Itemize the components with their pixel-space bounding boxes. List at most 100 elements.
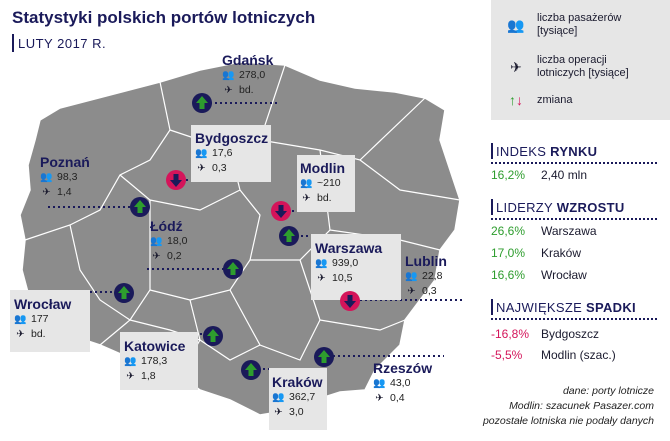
airport-krakow[interactable]: Kraków 👥 362,7 ✈ 3,0 bbox=[272, 374, 323, 420]
passengers-value: 178,3 bbox=[141, 355, 168, 367]
plane-icon: ✈ bbox=[274, 407, 283, 418]
growth-row: 26,6% Warszawa bbox=[491, 224, 597, 238]
operations-value: 1,4 bbox=[57, 186, 72, 198]
plane-icon: ✈ bbox=[375, 393, 384, 404]
page-title: Statystyki polskich portów lotniczych bbox=[12, 8, 316, 27]
operations-value: 0,4 bbox=[390, 392, 405, 404]
legend-passengers: 👥 liczba pasażerów [tysiące] bbox=[501, 12, 621, 38]
operations-value: 3,0 bbox=[289, 406, 304, 418]
operations-value: 1,8 bbox=[141, 370, 156, 382]
airport-gdansk[interactable]: Gdańsk 👥 278,0 ✈ bd. bbox=[222, 52, 273, 98]
airport-name: Rzeszów bbox=[373, 360, 433, 376]
section-divider bbox=[491, 162, 657, 164]
section-accent-bar bbox=[491, 143, 493, 159]
passengers-value: 18,0 bbox=[167, 235, 188, 247]
market-index-heading: INDEKS RYNKU bbox=[496, 144, 598, 159]
passengers-icon: 👥 bbox=[272, 392, 285, 403]
passengers-icon: 👥 bbox=[222, 70, 235, 81]
airport-lodz[interactable]: Łódź 👥 18,0 ✈ 0,2 bbox=[150, 218, 187, 264]
plane-icon: ✈ bbox=[510, 58, 522, 75]
passengers-value: ~210 bbox=[317, 177, 341, 189]
airport-name: Warszawa bbox=[315, 240, 383, 256]
airport-modlin[interactable]: Modlin 👥 ~210 ✈ bd. bbox=[300, 160, 345, 206]
operations-value: bd. bbox=[239, 84, 254, 96]
operations-value: bd. bbox=[31, 328, 46, 340]
airport-katowice[interactable]: Katowice 👥 178,3 ✈ 1,8 bbox=[124, 338, 185, 384]
label-box-modlin bbox=[297, 155, 355, 212]
passengers-icon: 👥 bbox=[405, 271, 418, 282]
growth-row: 17,0% Kraków bbox=[491, 246, 582, 260]
label-box-katowice bbox=[120, 332, 198, 390]
passengers-value: 939,0 bbox=[332, 257, 359, 269]
market-index-row: 16,2% 2,40 mln bbox=[491, 168, 588, 182]
passengers-icon: 👥 bbox=[124, 356, 137, 367]
passengers-value: 362,7 bbox=[289, 391, 316, 403]
legend-change: ↑↓ zmiana bbox=[501, 92, 572, 108]
up-down-arrows-icon: ↑↓ bbox=[509, 92, 523, 108]
legend: 👥 liczba pasażerów [tysiące] ✈ liczba op… bbox=[491, 0, 670, 120]
section-divider bbox=[491, 218, 657, 220]
plane-icon: ✈ bbox=[224, 85, 233, 96]
operations-value: 10,5 bbox=[332, 272, 353, 284]
passengers-value: 22,8 bbox=[422, 270, 443, 282]
operations-value: bd. bbox=[317, 192, 332, 204]
passengers-icon: 👥 bbox=[40, 172, 53, 183]
plane-icon: ✈ bbox=[302, 193, 311, 204]
section-accent-bar bbox=[491, 299, 493, 315]
airport-warszawa[interactable]: Warszawa 👥 939,0 ✈ 10,5 bbox=[315, 240, 382, 286]
drop-row: -5,5% Modlin (szac.) bbox=[491, 348, 616, 362]
source-line: Modlin: szacunek Pasazer.com bbox=[509, 400, 654, 412]
section-divider bbox=[491, 318, 657, 320]
passengers-icon: 👥 bbox=[315, 258, 328, 269]
operations-value: 0,3 bbox=[422, 285, 437, 297]
passengers-icon: 👥 bbox=[373, 378, 386, 389]
airport-name: Łódź bbox=[150, 218, 183, 234]
airport-name: Modlin bbox=[300, 160, 346, 176]
plane-icon: ✈ bbox=[16, 329, 25, 340]
plane-icon: ✈ bbox=[197, 163, 206, 174]
operations-value: 0,2 bbox=[167, 250, 182, 262]
passengers-icon: 👥 bbox=[195, 148, 208, 159]
passengers-icon: 👥 bbox=[300, 178, 313, 189]
plane-icon: ✈ bbox=[407, 286, 416, 297]
airport-wroclaw[interactable]: Wrocław 👥 177 ✈ bd. bbox=[14, 296, 71, 342]
label-box-bydgoszcz bbox=[191, 125, 271, 182]
passengers-value: 278,0 bbox=[239, 69, 266, 81]
largest-drops-heading: NAJWIĘKSZE SPADKI bbox=[496, 300, 636, 315]
growth-row: 16,6% Wrocław bbox=[491, 268, 587, 282]
label-box-warszawa bbox=[311, 234, 401, 300]
passengers-icon: 👥 bbox=[14, 314, 27, 325]
subtitle-accent-bar bbox=[12, 34, 14, 52]
passengers-icon: 👥 bbox=[507, 16, 525, 33]
airport-name: Katowice bbox=[124, 338, 186, 354]
plane-icon: ✈ bbox=[42, 187, 51, 198]
airport-name: Gdańsk bbox=[222, 52, 274, 68]
airport-rzeszow[interactable]: Rzeszów 👥 43,0 ✈ 0,4 bbox=[373, 360, 432, 406]
drop-row: -16,8% Bydgoszcz bbox=[491, 327, 600, 341]
page-subtitle: LUTY 2017 R. bbox=[18, 36, 107, 51]
airport-name: Wrocław bbox=[14, 296, 72, 312]
airport-bydgoszcz[interactable]: Bydgoszcz 👥 17,6 ✈ 0,3 bbox=[195, 130, 268, 176]
label-box-krakow bbox=[269, 368, 327, 430]
source-line: dane: porty lotnicze bbox=[562, 385, 654, 397]
label-box-wroclaw bbox=[10, 290, 90, 352]
growth-leaders-heading: LIDERZY WZROSTU bbox=[496, 200, 625, 215]
passengers-value: 177 bbox=[31, 313, 49, 325]
operations-value: 0,3 bbox=[212, 162, 227, 174]
legend-operations: ✈ liczba operacji lotniczych [tysiące] bbox=[501, 54, 629, 80]
airport-name: Lublin bbox=[405, 253, 447, 269]
passengers-value: 43,0 bbox=[390, 377, 411, 389]
plane-icon: ✈ bbox=[317, 273, 326, 284]
airport-name: Kraków bbox=[272, 374, 323, 390]
plane-icon: ✈ bbox=[152, 251, 161, 262]
airport-name: Poznań bbox=[40, 154, 90, 170]
section-accent-bar bbox=[491, 199, 493, 215]
airport-name: Bydgoszcz bbox=[195, 130, 269, 146]
passengers-value: 17,6 bbox=[212, 147, 233, 159]
source-line: pozostałe lotniska nie podały danych bbox=[482, 415, 654, 427]
airport-lublin[interactable]: Lublin 👥 22,8 ✈ 0,3 bbox=[405, 253, 447, 299]
plane-icon: ✈ bbox=[126, 371, 135, 382]
passengers-icon: 👥 bbox=[150, 236, 163, 247]
passengers-value: 98,3 bbox=[57, 171, 78, 183]
airport-poznan[interactable]: Poznań 👥 98,3 ✈ 1,4 bbox=[40, 154, 90, 200]
